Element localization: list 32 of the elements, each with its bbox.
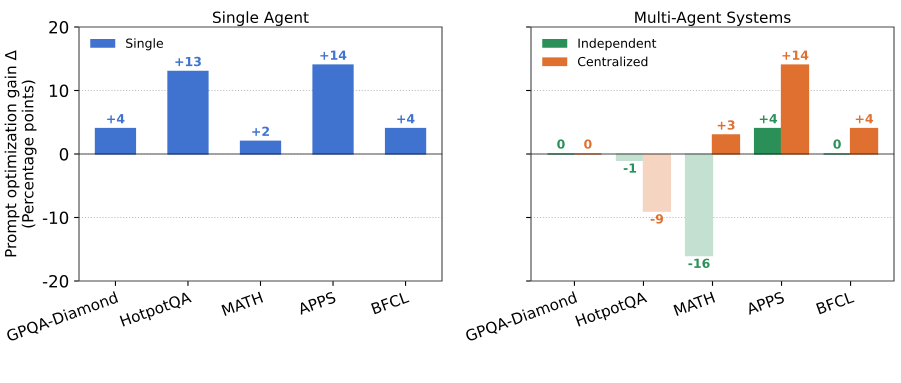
x-tick-label: BFCL <box>816 291 855 314</box>
data-label: +14 <box>782 50 808 60</box>
data-label: +2 <box>252 126 269 136</box>
data-label: +13 <box>175 56 201 66</box>
data-label: +3 <box>718 120 735 130</box>
x-tick-label: BFCL <box>370 291 410 314</box>
data-label: +4 <box>760 114 778 124</box>
x-tick-label: MATH <box>673 292 716 316</box>
x-tick-label: APPS <box>745 291 785 315</box>
data-label: -9 <box>650 214 664 224</box>
data-label: 0 <box>833 139 841 149</box>
x-tick-label: APPS <box>296 291 336 315</box>
data-label: 0 <box>557 139 565 149</box>
chart-title: Multi-Agent Systems <box>635 11 791 26</box>
y-axis-title: Prompt optimization gain Δ (Percentage points) <box>4 50 36 256</box>
y-tick-label: 20 <box>49 20 68 34</box>
data-label: 0 <box>584 139 592 149</box>
y-tick-label: 10 <box>50 84 68 98</box>
data-label: -1 <box>624 164 636 173</box>
y-tick-label: 0 <box>60 148 68 161</box>
chart-title: Single Agent <box>212 11 309 26</box>
y-tick-label: -20 <box>42 274 68 288</box>
legend-label: Independent <box>578 38 656 50</box>
data-label: +4 <box>397 114 415 124</box>
y-tick-label: -10 <box>42 211 68 224</box>
data-label: +4 <box>856 114 874 124</box>
legend-label: Centralized <box>578 56 648 66</box>
legend-label: Single <box>126 38 164 50</box>
x-tick-label: MATH <box>221 292 264 316</box>
data-label: -16 <box>688 258 710 268</box>
data-label: +14 <box>320 50 346 60</box>
data-label: +4 <box>107 114 124 124</box>
